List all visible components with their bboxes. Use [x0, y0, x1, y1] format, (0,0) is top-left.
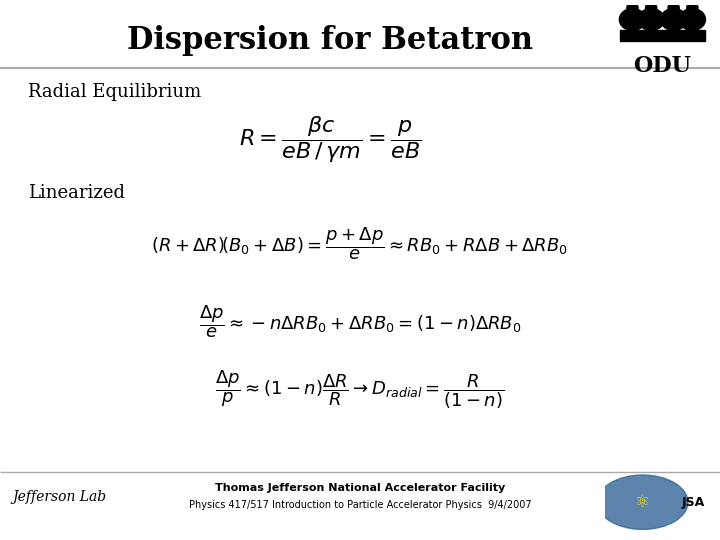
Circle shape — [660, 9, 687, 30]
Text: JSA: JSA — [682, 496, 705, 509]
Text: Jefferson Lab: Jefferson Lab — [12, 490, 106, 504]
Circle shape — [679, 9, 706, 30]
Text: ⚛: ⚛ — [635, 493, 650, 511]
Text: $\dfrac{\Delta p}{e} \approx -n\Delta RB_0 + \Delta RB_0 = \left(1 - n\right)\De: $\dfrac{\Delta p}{e} \approx -n\Delta RB… — [199, 303, 521, 340]
Text: Radial Equilibrium: Radial Equilibrium — [28, 83, 202, 101]
Text: Thomas Jefferson National Accelerator Facility: Thomas Jefferson National Accelerator Fa… — [215, 483, 505, 493]
Circle shape — [646, 3, 657, 12]
Text: ODU: ODU — [634, 56, 691, 77]
Circle shape — [627, 3, 638, 12]
Text: $\left(R + \Delta R\right)\!\left(B_0 + \Delta B\right) = \dfrac{p + \Delta p}{e: $\left(R + \Delta R\right)\!\left(B_0 + … — [151, 226, 569, 262]
Circle shape — [619, 9, 646, 30]
Bar — [621, 30, 704, 40]
Circle shape — [638, 9, 665, 30]
Text: Physics 417/517 Introduction to Particle Accelerator Physics  9/4/2007: Physics 417/517 Introduction to Particle… — [189, 500, 531, 510]
Text: Linearized: Linearized — [28, 184, 125, 202]
Text: $R = \dfrac{\beta c}{eB\,/\,\gamma m} = \dfrac{p}{eB}$: $R = \dfrac{\beta c}{eB\,/\,\gamma m} = … — [239, 114, 421, 165]
Circle shape — [597, 475, 688, 529]
Text: $\dfrac{\Delta p}{p} \approx \left(1-n\right)\dfrac{\Delta R}{R} \rightarrow D_{: $\dfrac{\Delta p}{p} \approx \left(1-n\r… — [215, 369, 505, 411]
Circle shape — [668, 3, 679, 12]
Text: Dispersion for Betatron: Dispersion for Betatron — [127, 24, 533, 56]
Circle shape — [687, 3, 698, 12]
